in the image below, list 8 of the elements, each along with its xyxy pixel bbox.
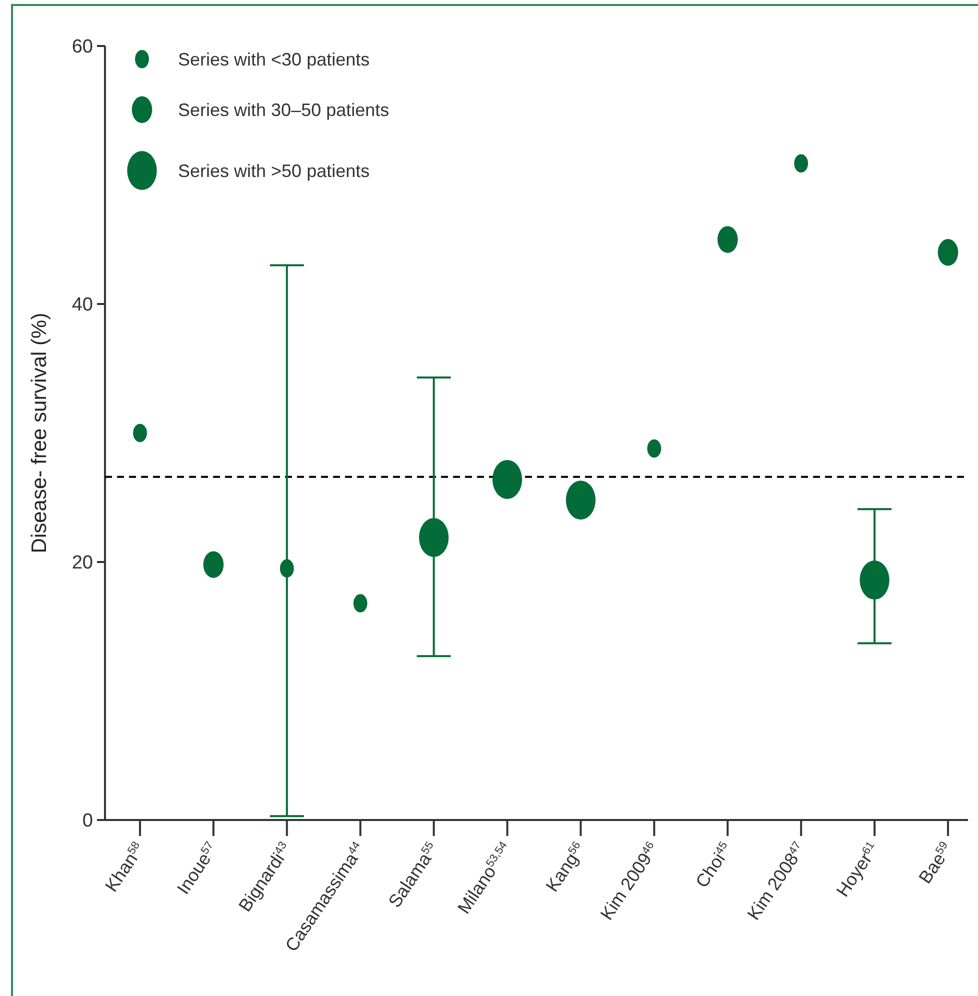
y-tick-label: 40	[72, 294, 93, 316]
y-tick-label: 20	[72, 552, 93, 574]
y-tick-label: 0	[82, 810, 93, 832]
y-axis-title: Disease- free survival (%)	[28, 312, 51, 554]
legend-label: Series with 30–50 patients	[178, 100, 390, 120]
y-tick-label: 60	[72, 36, 93, 58]
legend-label: Series with >50 patients	[178, 160, 370, 181]
legend-label: Series with <30 patients	[178, 49, 370, 70]
